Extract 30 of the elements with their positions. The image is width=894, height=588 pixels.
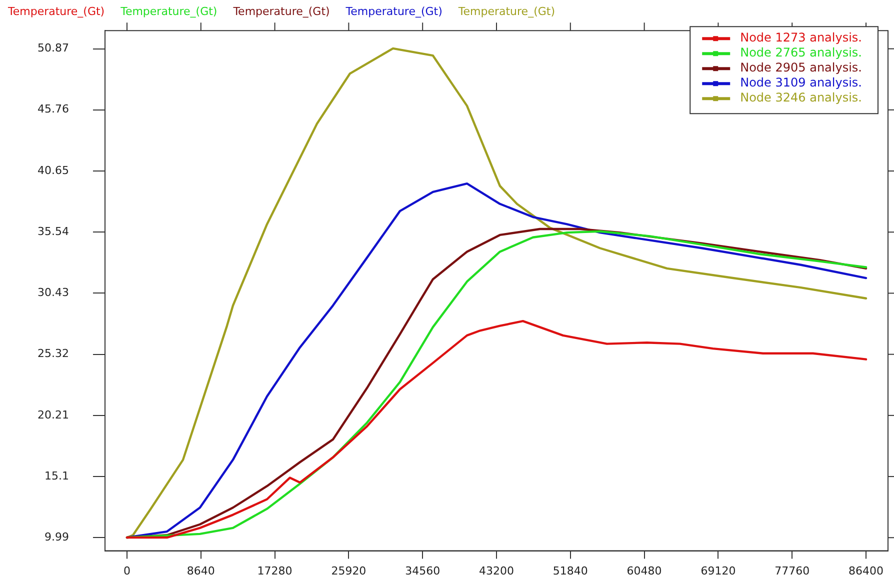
legend-label: Node 3109 analysis.: [740, 76, 862, 90]
x-tick-label: 77760: [774, 564, 810, 578]
x-tick-label: 8640: [186, 564, 215, 578]
y-tick-label: 35.54: [38, 224, 69, 238]
text: Temperature_(Gt): [457, 4, 556, 18]
legend-label: Node 1273 analysis.: [740, 30, 862, 45]
y-tick-label: 15.1: [44, 469, 69, 482]
y-tick-label: 45.76: [38, 102, 69, 116]
y-tick-label: 40.65: [38, 164, 69, 177]
x-tick-label: 34560: [405, 564, 440, 578]
text: Temperature_(Gt): [120, 4, 218, 18]
x-tick-label: 86400: [848, 564, 884, 578]
y-tick-label: 25.32: [38, 347, 69, 360]
y-tick-label: 9.99: [44, 530, 69, 544]
legend-label: Node 3246 analysis.: [740, 90, 862, 105]
text: Temperature_(Gt): [232, 4, 330, 18]
y-tick-label: 20.21: [38, 408, 69, 422]
x-tick-label: 0: [123, 564, 130, 578]
legend-label: Node 2905 analysis.: [740, 60, 862, 75]
x-tick-label: 51840: [552, 564, 588, 578]
y-tick-label: 30.43: [38, 286, 69, 300]
legend-label: Node 2765 analysis.: [740, 46, 862, 60]
y-tick-label: 50.87: [38, 42, 69, 55]
x-tick-label: 25920: [331, 564, 366, 578]
x-tick-label: 69120: [700, 564, 736, 578]
text: Temperature_(Gt): [7, 4, 105, 18]
x-tick-label: 60480: [626, 564, 662, 578]
x-tick-label: 43200: [479, 564, 514, 578]
x-tick-label: 17280: [257, 564, 292, 578]
text: Temperature_(Gt): [344, 4, 442, 18]
